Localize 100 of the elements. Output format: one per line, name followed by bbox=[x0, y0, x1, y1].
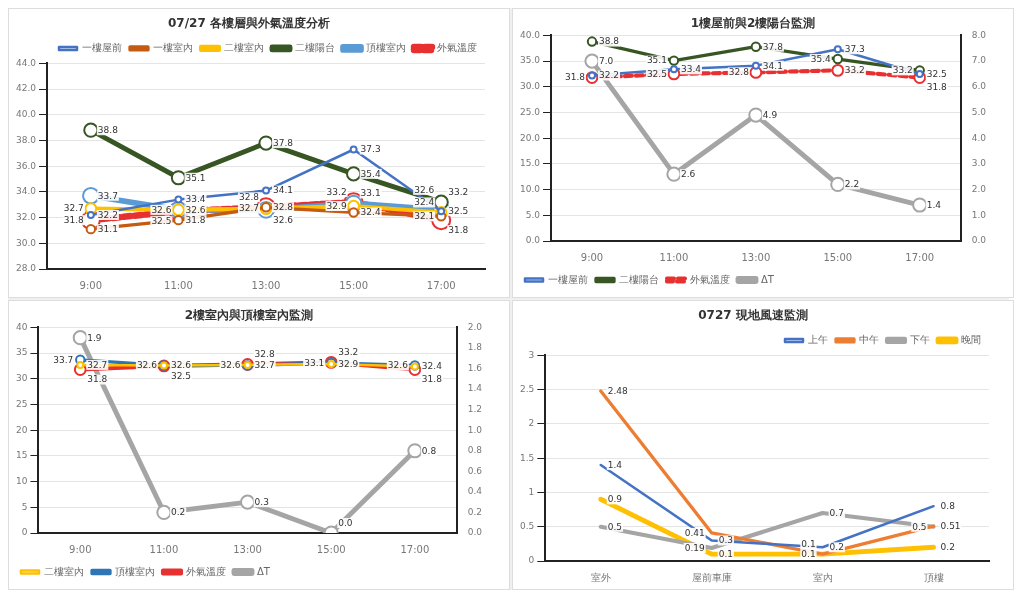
y-tick-label: 28.0 bbox=[15, 263, 37, 274]
data-label: 32.5 bbox=[170, 370, 191, 381]
legend-label: 外氣溫度 bbox=[186, 565, 226, 577]
y-tick-label: 3 bbox=[528, 349, 535, 360]
y-tick-label: 15.0 bbox=[519, 158, 541, 169]
data-label: 2.2 bbox=[844, 179, 860, 190]
data-label: 33.7 bbox=[53, 354, 74, 365]
legend-label: 晚間 bbox=[961, 333, 981, 345]
y-tick-label: 30.0 bbox=[519, 81, 541, 92]
data-label: 33.2 bbox=[326, 187, 347, 198]
legend-label: ΔT bbox=[761, 273, 775, 285]
x-tick-label: 15:00 bbox=[316, 543, 346, 555]
data-label: 0.0 bbox=[338, 517, 353, 528]
data-label: 33.4 bbox=[680, 64, 702, 75]
data-label: 2.6 bbox=[680, 169, 696, 180]
x-tick-label: 17:00 bbox=[426, 279, 456, 291]
data-label: 0.9 bbox=[607, 494, 623, 505]
y-tick-label: 25 bbox=[16, 398, 28, 409]
data-label: 31.8 bbox=[185, 215, 206, 226]
legend-label: 一樓屋前 bbox=[548, 273, 588, 285]
y2-tick-label: 1.0 bbox=[971, 209, 987, 220]
y-tick-label: 5.0 bbox=[525, 209, 541, 220]
legend-label: 外氣溫度 bbox=[690, 273, 730, 285]
data-label: 35.1 bbox=[185, 172, 206, 183]
y-tick-label: 30 bbox=[16, 373, 28, 384]
data-label: 0.1 bbox=[801, 538, 816, 549]
data-label: 35.4 bbox=[360, 168, 381, 179]
y-tick-label: 40 bbox=[16, 321, 28, 332]
data-label: 0.19 bbox=[684, 542, 705, 553]
data-label: 33.4 bbox=[185, 194, 206, 205]
x-tick-label: 13:00 bbox=[233, 543, 262, 555]
data-label: 0.2 bbox=[940, 542, 955, 553]
data-label: 32.8 bbox=[238, 192, 260, 203]
legend-label: 下午 bbox=[910, 333, 930, 345]
data-label: 31.1 bbox=[97, 224, 118, 235]
chart-title: 2樓室內與頂樓室內監測 bbox=[184, 308, 314, 323]
data-label: 37.3 bbox=[844, 44, 865, 55]
data-label: 37.8 bbox=[762, 41, 784, 52]
data-label: 0.5 bbox=[607, 521, 623, 532]
data-label: 32.4 bbox=[421, 361, 443, 372]
y-tick-label: 0.5 bbox=[519, 521, 535, 532]
x-tick-label: 11:00 bbox=[164, 279, 193, 291]
data-label: 33.2 bbox=[844, 65, 865, 76]
y-tick-label: 15 bbox=[16, 450, 28, 461]
y-tick-label: 20.0 bbox=[519, 132, 541, 143]
x-tick-label: 13:00 bbox=[741, 251, 771, 263]
data-label: 34.1 bbox=[762, 60, 783, 71]
y2-tick-label: 7.0 bbox=[971, 55, 987, 66]
data-label: 32.8 bbox=[273, 202, 294, 213]
data-label: 32.6 bbox=[170, 360, 192, 371]
data-label: 1.9 bbox=[87, 332, 102, 343]
data-label: 4.9 bbox=[762, 109, 778, 120]
y-tick-label: 35.0 bbox=[519, 55, 541, 66]
data-label: 32.4 bbox=[360, 207, 381, 218]
y2-tick-label: 3.0 bbox=[971, 158, 987, 169]
x-tick-label: 9:00 bbox=[580, 251, 604, 263]
x-tick-label: 15:00 bbox=[823, 251, 853, 263]
x-tick-label: 頂樓 bbox=[923, 571, 944, 583]
y-tick-label: 35 bbox=[16, 347, 28, 358]
y2-tick-label: 0.2 bbox=[467, 506, 483, 517]
data-label: 32.5 bbox=[646, 68, 667, 79]
data-label: 2.48 bbox=[607, 385, 629, 396]
y2-tick-label: 2.0 bbox=[971, 183, 987, 194]
data-label: 32.6 bbox=[273, 214, 294, 225]
data-label: 32.1 bbox=[414, 211, 435, 222]
data-label: 1.4 bbox=[926, 199, 942, 210]
data-label: 35.4 bbox=[810, 53, 832, 64]
data-label: 0.7 bbox=[829, 507, 844, 518]
y2-tick-label: 0.8 bbox=[467, 445, 483, 456]
data-label: 33.2 bbox=[892, 65, 913, 76]
legend-label: 二樓室內 bbox=[224, 41, 264, 53]
data-label: 0.5 bbox=[912, 521, 927, 532]
data-label: 0.51 bbox=[940, 520, 961, 531]
x-tick-label: 13:00 bbox=[251, 279, 281, 291]
data-label: 32.5 bbox=[926, 68, 947, 79]
legend-label: 二樓陽台 bbox=[619, 273, 659, 285]
y2-tick-label: 0.0 bbox=[971, 235, 987, 246]
data-label: 32.6 bbox=[414, 184, 435, 195]
y-tick-label: 0.0 bbox=[525, 235, 541, 246]
data-label: 32.5 bbox=[448, 206, 469, 217]
data-label: 32.2 bbox=[599, 70, 620, 81]
legend-label: 上午 bbox=[808, 333, 828, 345]
x-tick-label: 屋前車庫 bbox=[691, 571, 732, 583]
y-tick-label: 5 bbox=[21, 501, 28, 512]
y2-tick-label: 0.0 bbox=[467, 527, 483, 538]
x-tick-label: 15:00 bbox=[339, 279, 369, 291]
x-tick-label: 9:00 bbox=[69, 543, 92, 555]
data-label: 32.9 bbox=[338, 358, 359, 369]
data-label: 0.3 bbox=[254, 497, 269, 507]
y2-tick-label: 1.0 bbox=[467, 424, 483, 435]
y-tick-label: 10.0 bbox=[519, 183, 541, 194]
data-label: 32.2 bbox=[97, 209, 118, 220]
y2-tick-label: 1.6 bbox=[467, 362, 483, 373]
y2-tick-label: 1.2 bbox=[467, 403, 483, 414]
y2-tick-label: 1.4 bbox=[467, 383, 483, 394]
data-label: 33.2 bbox=[448, 187, 469, 198]
y-tick-label: 2 bbox=[528, 418, 535, 429]
legend-label: 二樓室內 bbox=[44, 565, 84, 577]
legend-label: 一樓屋前 bbox=[82, 41, 122, 53]
data-label: 0.8 bbox=[421, 445, 437, 456]
